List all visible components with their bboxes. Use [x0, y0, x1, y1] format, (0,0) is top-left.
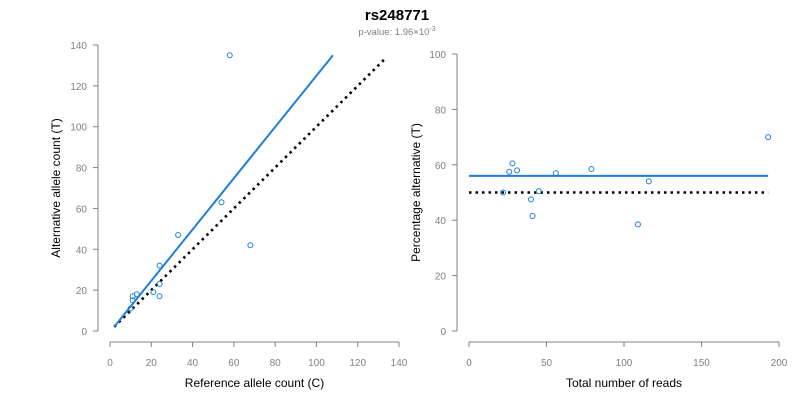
left-data-point: [218, 199, 225, 206]
left-data-point: [129, 297, 136, 304]
right-data-point: [528, 196, 534, 203]
right-data-point: [509, 160, 516, 167]
right-x-tick-label: 0: [466, 358, 472, 369]
left-data-point: [156, 293, 163, 300]
left-y-tick-label: 0: [81, 327, 87, 338]
right-data-point: [645, 178, 652, 185]
right-y-tick-label: 0: [440, 327, 446, 338]
right-y-tick-label: 40: [435, 216, 447, 227]
right-y-tick-label: 20: [435, 272, 447, 283]
left-y-tick-label: 120: [70, 82, 87, 93]
left-data-point: [247, 242, 254, 249]
left-y-axis-title: Alternative allele count (T): [49, 118, 63, 257]
right-x-axis-title: Total number of reads: [566, 376, 682, 390]
left-data-point: [156, 281, 163, 288]
right-data-point: [514, 167, 521, 174]
chart-title: rs248771: [365, 7, 429, 24]
left-fit-line: [113, 54, 334, 328]
left-reference-line: [113, 56, 388, 328]
left-data-point: [156, 262, 163, 269]
left-x-tick-label: 100: [308, 358, 325, 369]
right-data-point: [529, 213, 536, 220]
left-y-tick-label: 140: [70, 41, 87, 52]
right-y-axis-title: Percentage alternative (T): [409, 123, 423, 262]
left-x-axis-title: Reference allele count (C): [185, 376, 324, 390]
right-data-point: [634, 221, 641, 228]
left-x-tick-label: 60: [228, 358, 240, 369]
pvalue-label: p-value: 1.96×10-3: [358, 26, 435, 38]
right-y-tick-label: 100: [429, 50, 446, 61]
right-y-tick-label: 80: [435, 105, 447, 116]
right-y-tick-label: 60: [435, 161, 447, 172]
right-x-tick-label: 200: [771, 358, 788, 369]
left-x-tick-label: 20: [146, 358, 158, 369]
left-y-tick-label: 80: [76, 164, 88, 175]
left-x-tick-label: 120: [349, 358, 366, 369]
left-data-point: [175, 231, 182, 238]
right-x-tick-label: 150: [693, 358, 710, 369]
left-x-tick-label: 140: [391, 358, 408, 369]
left-y-tick-label: 60: [76, 204, 88, 215]
right-x-tick-label: 50: [541, 358, 553, 369]
pvalue-text: p-value: 1.96×10: [358, 27, 429, 38]
left-data-point: [150, 289, 157, 296]
right-data-point: [506, 168, 513, 175]
left-y-tick-label: 20: [76, 286, 88, 297]
left-data-point: [127, 305, 134, 312]
left-y-tick-label: 40: [76, 245, 88, 256]
right-data-point: [535, 188, 542, 195]
left-x-tick-label: 40: [187, 358, 199, 369]
right-data-point: [765, 134, 772, 141]
right-data-point: [500, 189, 507, 196]
pvalue-exponent: -3: [429, 26, 435, 33]
right-data-point: [552, 170, 559, 177]
left-y-tick-label: 100: [70, 123, 87, 134]
left-data-point: [133, 291, 140, 298]
left-x-tick-label: 0: [107, 358, 113, 369]
right-x-tick-label: 100: [616, 358, 633, 369]
right-data-point: [588, 165, 595, 172]
left-data-point: [226, 52, 233, 59]
left-x-tick-label: 80: [270, 358, 282, 369]
